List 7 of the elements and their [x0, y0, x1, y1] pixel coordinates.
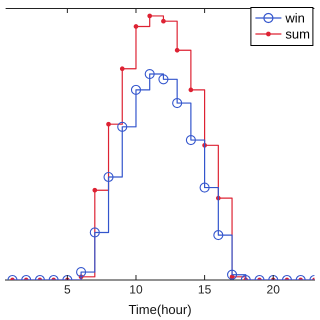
x-axis-title: Time(hour): [128, 302, 192, 317]
legend-label: sum: [285, 26, 310, 42]
x-tick-label: 5: [64, 282, 72, 297]
x-tick-label: 15: [198, 282, 212, 297]
legend-label: win: [284, 10, 305, 26]
x-tick-label: 20: [266, 282, 280, 297]
x-tick-label: 10: [129, 282, 143, 297]
